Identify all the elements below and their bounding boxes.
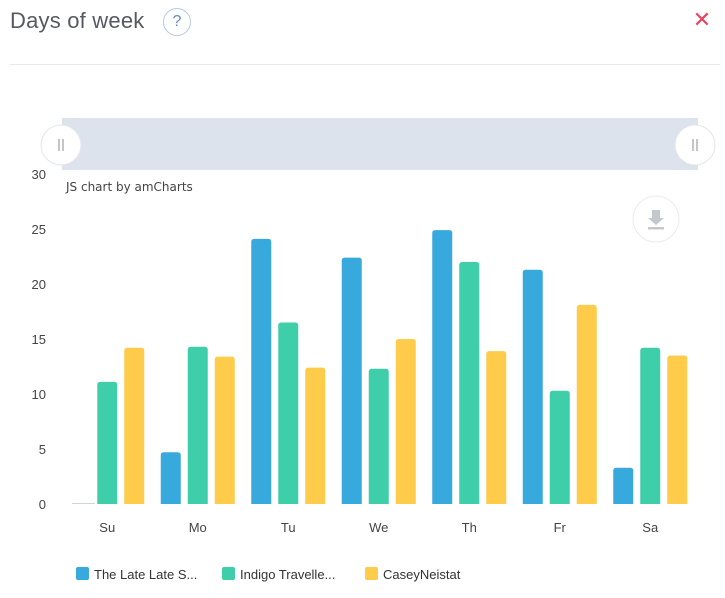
bar-sa-series-3[interactable] — [667, 355, 688, 505]
bar-we-series-2[interactable] — [368, 368, 389, 504]
question-mark-icon[interactable]: ? — [163, 8, 191, 36]
x-axis: Su Mo Tu We Th Fr Sa — [99, 520, 659, 535]
scrollbar-right-grip[interactable] — [674, 124, 716, 166]
bar-tu-series-1[interactable] — [251, 238, 272, 504]
chart-scrollbar[interactable] — [40, 118, 716, 170]
y-tick-label: 30 — [32, 167, 46, 182]
y-tick-label: 5 — [39, 442, 46, 457]
legend-label: The Late Late S... — [94, 567, 197, 582]
scrollbar-track[interactable] — [62, 118, 698, 170]
bar-fr-series-3[interactable] — [576, 304, 597, 504]
x-tick-label: We — [369, 520, 388, 535]
legend-swatch — [76, 567, 89, 580]
x-tick-label: Tu — [281, 520, 296, 535]
bar-th-series-2[interactable] — [459, 262, 480, 504]
legend-item-series-3[interactable]: CaseyNeistat — [365, 567, 461, 582]
legend-swatch — [222, 567, 235, 580]
bar-sa-series-1[interactable] — [613, 467, 634, 504]
legend-item-series-1[interactable]: The Late Late S... — [76, 567, 197, 582]
bar-we-series-3[interactable] — [395, 339, 416, 504]
bar-sa-series-2[interactable] — [640, 347, 661, 504]
page-title: Days of week — [10, 8, 145, 33]
bar-fr-series-2[interactable] — [549, 390, 570, 504]
x-tick-label: Mo — [189, 520, 207, 535]
scrollbar-left-grip[interactable] — [40, 124, 82, 166]
bar-tu-series-2[interactable] — [278, 322, 299, 505]
legend-swatch — [365, 567, 378, 580]
x-tick-label: Th — [462, 520, 477, 535]
grip-icon — [692, 139, 698, 151]
legend-label: Indigo Travelle... — [240, 567, 335, 582]
dialog-header: Days of week ? ✕ — [0, 0, 725, 64]
chart-legend[interactable]: The Late Late S... Indigo Travelle... Case… — [76, 567, 461, 582]
y-tick-label: 20 — [32, 277, 46, 292]
legend-item-series-2[interactable]: Indigo Travelle... — [222, 567, 335, 582]
bar-th-series-3[interactable] — [486, 351, 507, 504]
bar-we-series-1[interactable] — [341, 257, 362, 504]
bar-series — [72, 230, 688, 505]
y-tick-label: 15 — [32, 332, 46, 347]
bar-mo-series-3[interactable] — [214, 356, 235, 504]
bar-mo-series-2[interactable] — [187, 346, 208, 504]
y-tick-label: 25 — [32, 222, 46, 237]
bar-fr-series-1[interactable] — [522, 269, 543, 504]
close-icon[interactable]: ✕ — [692, 7, 712, 32]
download-icon — [648, 210, 664, 230]
bar-su-series-2[interactable] — [97, 381, 118, 504]
bar-su-series-3[interactable] — [124, 347, 145, 504]
grip-icon — [58, 139, 64, 151]
legend-label: CaseyNeistat — [383, 567, 461, 582]
x-tick-label: Sa — [642, 520, 659, 535]
x-tick-label: Su — [99, 520, 115, 535]
bar-th-series-1[interactable] — [432, 230, 453, 504]
chart-credit: JS chart by amCharts — [65, 180, 193, 194]
y-tick-label: 0 — [39, 497, 46, 512]
bar-mo-series-1[interactable] — [160, 452, 181, 504]
bar-tu-series-3[interactable] — [305, 367, 326, 504]
x-tick-label: Fr — [554, 520, 567, 535]
download-button[interactable] — [632, 195, 680, 243]
y-tick-label: 10 — [32, 387, 46, 402]
header-divider — [10, 64, 720, 65]
y-axis: 0 5 10 15 20 25 30 — [32, 167, 46, 512]
